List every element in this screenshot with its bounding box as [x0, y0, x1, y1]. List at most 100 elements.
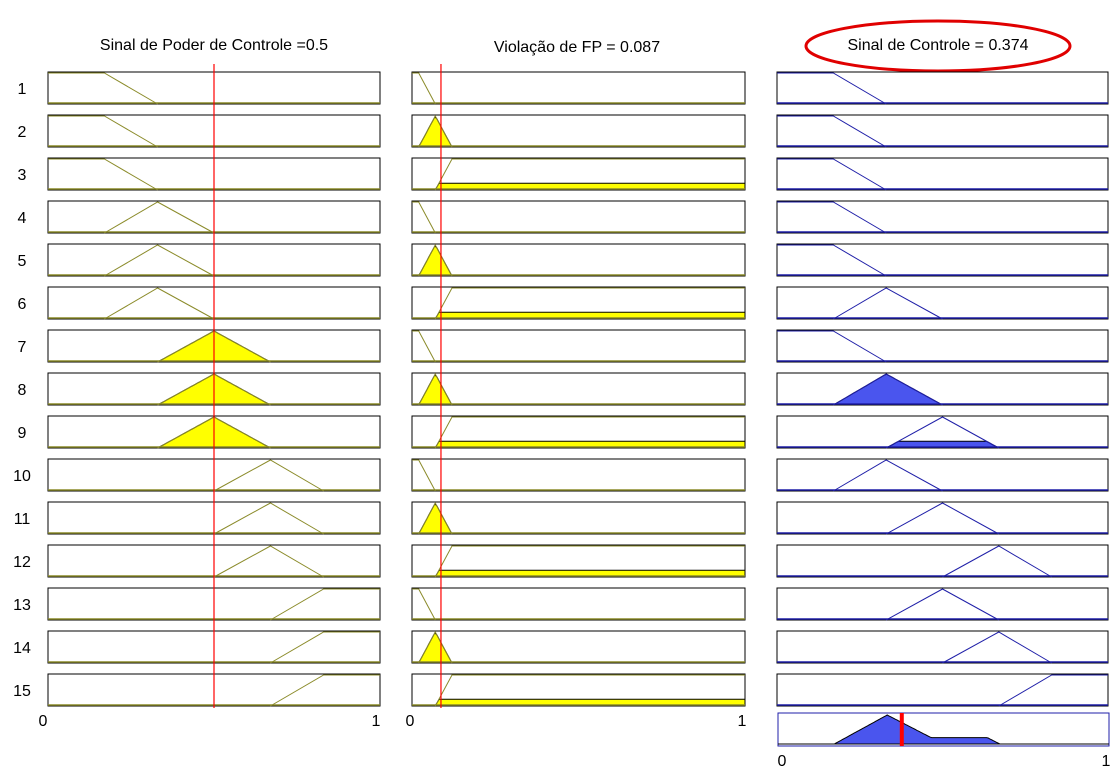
rule-number: 14 [13, 640, 31, 657]
plot-frame [411, 587, 746, 621]
rule-number: 4 [18, 210, 27, 227]
membership-function [412, 72, 436, 105]
membership-function [942, 631, 1052, 664]
plot-frame [776, 286, 1109, 320]
rule-10-input2-plot [411, 458, 746, 492]
membership-function [48, 158, 158, 191]
output-title: Sinal de Controle = 0.374 [847, 37, 1028, 54]
aggregated-output-shape [778, 714, 1109, 745]
axis-labels: 0 1 0 1 0 1 [39, 713, 1111, 770]
rule-8-input2-plot [411, 372, 746, 406]
membership-function [412, 459, 436, 492]
plot-frame [776, 458, 1109, 492]
membership-function [412, 588, 436, 621]
input2-title: Violação de FP = 0.087 [494, 39, 660, 56]
plot-frame [776, 71, 1109, 105]
membership-function [833, 459, 943, 492]
membership-function [777, 244, 887, 277]
rule-8-output-plot [776, 372, 1109, 406]
plot-frame [776, 329, 1109, 363]
membership-plots [47, 71, 1109, 707]
input1-title: Sinal de Poder de Controle =0.5 [100, 37, 328, 54]
membership-function [418, 630, 453, 664]
rule-number: 11 [14, 511, 31, 528]
plot-frame [411, 458, 746, 492]
plot-frame [411, 243, 746, 277]
activation-fill [412, 244, 745, 277]
plot-frame [411, 630, 746, 664]
membership-function [270, 674, 380, 707]
rule-6-input2-plot [411, 286, 746, 320]
rule-7-input2-plot [411, 329, 746, 363]
output-axis-max: 1 [1102, 753, 1111, 770]
rule-1-input2-plot [411, 71, 746, 105]
rule-number: 12 [13, 554, 31, 571]
membership-function [48, 72, 158, 105]
membership-function [213, 502, 324, 535]
output-axis-min: 0 [778, 753, 787, 770]
plot-frame [776, 673, 1109, 707]
aggregated-output [777, 712, 1110, 747]
membership-function [418, 501, 453, 535]
activation-fill [777, 440, 1108, 449]
column-titles: Sinal de Poder de Controle =0.5 Violação… [100, 19, 1072, 73]
rule-number: 15 [13, 683, 31, 700]
membership-function [104, 244, 215, 277]
rule-5-input2-plot [411, 243, 746, 277]
membership-function [412, 330, 436, 363]
plot-frame [776, 157, 1109, 191]
rule-number: 1 [18, 81, 27, 98]
plot-frame [776, 587, 1109, 621]
rule-9-input2-plot [411, 415, 746, 449]
input2-axis-max: 1 [738, 713, 747, 730]
plot-frame [776, 200, 1109, 234]
rule-number: 9 [18, 425, 27, 442]
membership-function [104, 287, 215, 320]
rule-7-output-plot [776, 329, 1109, 363]
rule-11-input2-plot [411, 501, 746, 535]
rule-number: 3 [18, 167, 27, 184]
plot-frame [776, 630, 1109, 664]
input-markers [213, 64, 442, 708]
membership-function [418, 372, 453, 406]
plot-frame [776, 372, 1109, 406]
membership-function [777, 115, 887, 148]
rule-number: 2 [18, 124, 27, 141]
membership-function [942, 545, 1052, 578]
rule-4-input2-plot [411, 200, 746, 234]
output-title-highlight [804, 19, 1072, 73]
rule-5-output-plot [776, 243, 1109, 277]
membership-function [777, 330, 887, 363]
membership-function [777, 201, 887, 234]
rule-number: 8 [18, 382, 27, 399]
plot-frame [776, 114, 1109, 148]
plot-frame [776, 243, 1109, 277]
plot-frame [411, 329, 746, 363]
membership-function [777, 158, 887, 191]
membership-function [48, 115, 158, 148]
rule-4-output-plot [776, 200, 1109, 234]
rule-14-output-plot [776, 630, 1109, 664]
rule-15-input2-plot [411, 673, 746, 707]
activation-fill [412, 115, 745, 148]
input1-axis-max: 1 [372, 713, 381, 730]
membership-function [418, 114, 453, 148]
membership-function [998, 674, 1108, 707]
membership-function [777, 72, 887, 105]
plot-frame [411, 71, 746, 105]
rule-1-output-plot [776, 71, 1109, 105]
membership-function [104, 201, 215, 234]
input2-axis-min: 0 [406, 713, 415, 730]
plot-frame [411, 501, 746, 535]
membership-function [833, 373, 943, 406]
rule-number: 7 [18, 339, 27, 356]
rule-2-input2-plot [411, 114, 746, 148]
rule-13-input2-plot [411, 587, 746, 621]
plot-frame [411, 200, 746, 234]
rule-11-output-plot [776, 501, 1109, 535]
rule-13-output-plot [776, 587, 1109, 621]
membership-function [418, 243, 453, 277]
activation-fill [777, 373, 1108, 406]
membership-function [213, 459, 324, 492]
